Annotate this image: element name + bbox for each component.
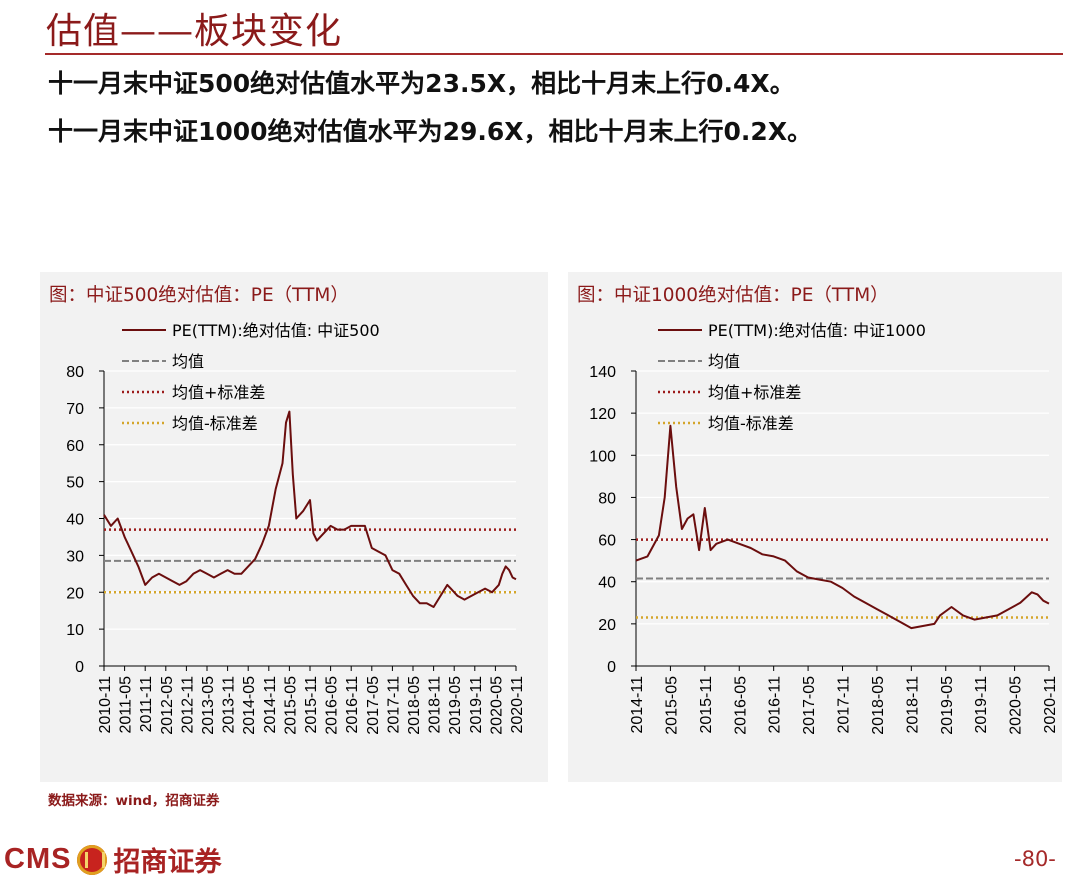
chart-panel-csi500: 图：中证500绝对估值：PE（TTM） 0 10 20 30 40 50 60 70 80 201… [40,272,548,782]
y-tick-label: 0 [75,659,84,676]
x-tick-label: 2012-11 [179,676,196,734]
logo-text: CMS [4,843,72,875]
x-tick-label: 2019-11 [973,676,990,734]
x-tick-label: 2018-11 [427,676,444,734]
x-tick-label: 2019-05 [939,676,956,735]
x-tick-label: 2016-05 [324,676,341,735]
x-tick-label: 2016-05 [732,676,749,735]
legend-label: 均值-标准差 [172,414,258,433]
legend-label: 均值 [172,352,204,371]
x-tick-label: 2017-05 [801,676,818,735]
x-tick-label: 2015-11 [698,676,715,734]
x-tick-label: 2014-11 [629,676,646,734]
x-tick-label: 2020-05 [1008,676,1025,735]
legend-label: PE(TTM):绝对估值: 中证1000 [708,321,926,340]
legend-label: 均值-标准差 [708,414,794,433]
y-tick-label: 50 [66,475,84,492]
x-tick-label: 2016-11 [344,676,361,734]
y-tick-label: 60 [598,533,616,550]
x-tick-label: 2013-11 [221,676,238,734]
legend-label: 均值 [708,352,740,371]
y-tick-label: 20 [66,585,84,602]
x-tick-label: 2020-11 [1042,676,1059,734]
logo-company-name: 招商证券 [113,847,222,878]
x-tick-label: 2017-05 [365,676,382,735]
legend-label: 均值+标准差 [708,383,801,402]
x-tick-label: 2014-05 [241,676,258,735]
chart-title: 图：中证500绝对估值：PE（TTM） [49,285,349,306]
x-tick-label: 2011-11 [138,676,155,732]
y-tick-label: 10 [66,622,84,639]
x-tick-label: 2019-11 [468,676,485,734]
x-tick-label: 2013-05 [200,676,217,735]
x-tick-label: 2018-05 [406,676,423,735]
y-tick-label: 20 [598,617,616,634]
page-number: -80- [1014,847,1056,871]
x-tick-label: 2017-11 [385,676,402,734]
x-tick-label: 2012-05 [159,676,176,735]
x-tick-label: 2018-11 [904,676,921,734]
x-tick-label: 2020-11 [509,676,526,734]
y-tick-label: 70 [66,401,84,418]
y-tick-label: 30 [66,548,84,565]
x-tick-label: 2017-11 [836,676,853,734]
data-source: 数据来源：wind，招商证券 [48,793,220,809]
y-tick-label: 100 [589,448,616,465]
y-tick-label: 120 [589,406,616,423]
series-line [635,424,1050,630]
page-title: 估值——板块变化 [46,11,343,52]
headline-csi1000: 十一月末中证1000绝对估值水平为29.6X，相比十月末上行0.2X。 [48,117,813,146]
x-tick-label: 2015-05 [663,676,680,735]
headline-csi500: 十一月末中证500绝对估值水平为23.5X，相比十月末上行0.4X。 [48,69,795,98]
x-tick-label: 2018-05 [870,676,887,735]
y-tick-label: 40 [66,512,84,529]
legend-label: PE(TTM):绝对估值: 中证500 [172,321,380,340]
x-tick-label: 2015-11 [303,676,320,734]
x-tick-label: 2014-11 [262,676,279,734]
y-tick-label: 80 [598,490,616,507]
y-tick-label: 0 [607,659,616,676]
x-tick-label: 2016-11 [767,676,784,734]
logo-emblem-icon [77,844,108,875]
x-tick-label: 2010-11 [97,676,114,734]
title-divider [45,53,1063,55]
chart-title: 图：中证1000绝对估值：PE（TTM） [577,285,889,306]
x-tick-label: 2020-05 [488,676,505,735]
x-tick-label: 2019-05 [447,676,464,735]
chart-csi1000: 0 20 40 60 80 100 120 140 2014-11 2015-05 2015-11 2… [589,321,1059,735]
company-logo: CMS 招商证券 [4,840,221,879]
series-line [103,410,517,608]
x-tick-label: 2011-05 [118,676,135,734]
y-tick-label: 40 [598,575,616,592]
y-tick-label: 80 [66,364,84,381]
y-tick-label: 60 [66,438,84,455]
chart-panel-csi1000: 图：中证1000绝对估值：PE（TTM） 0 20 40 60 80 100 120 140 2… [568,272,1062,782]
x-tick-label: 2015-05 [282,676,299,735]
legend-label: 均值+标准差 [172,383,265,402]
y-tick-label: 140 [589,364,616,381]
